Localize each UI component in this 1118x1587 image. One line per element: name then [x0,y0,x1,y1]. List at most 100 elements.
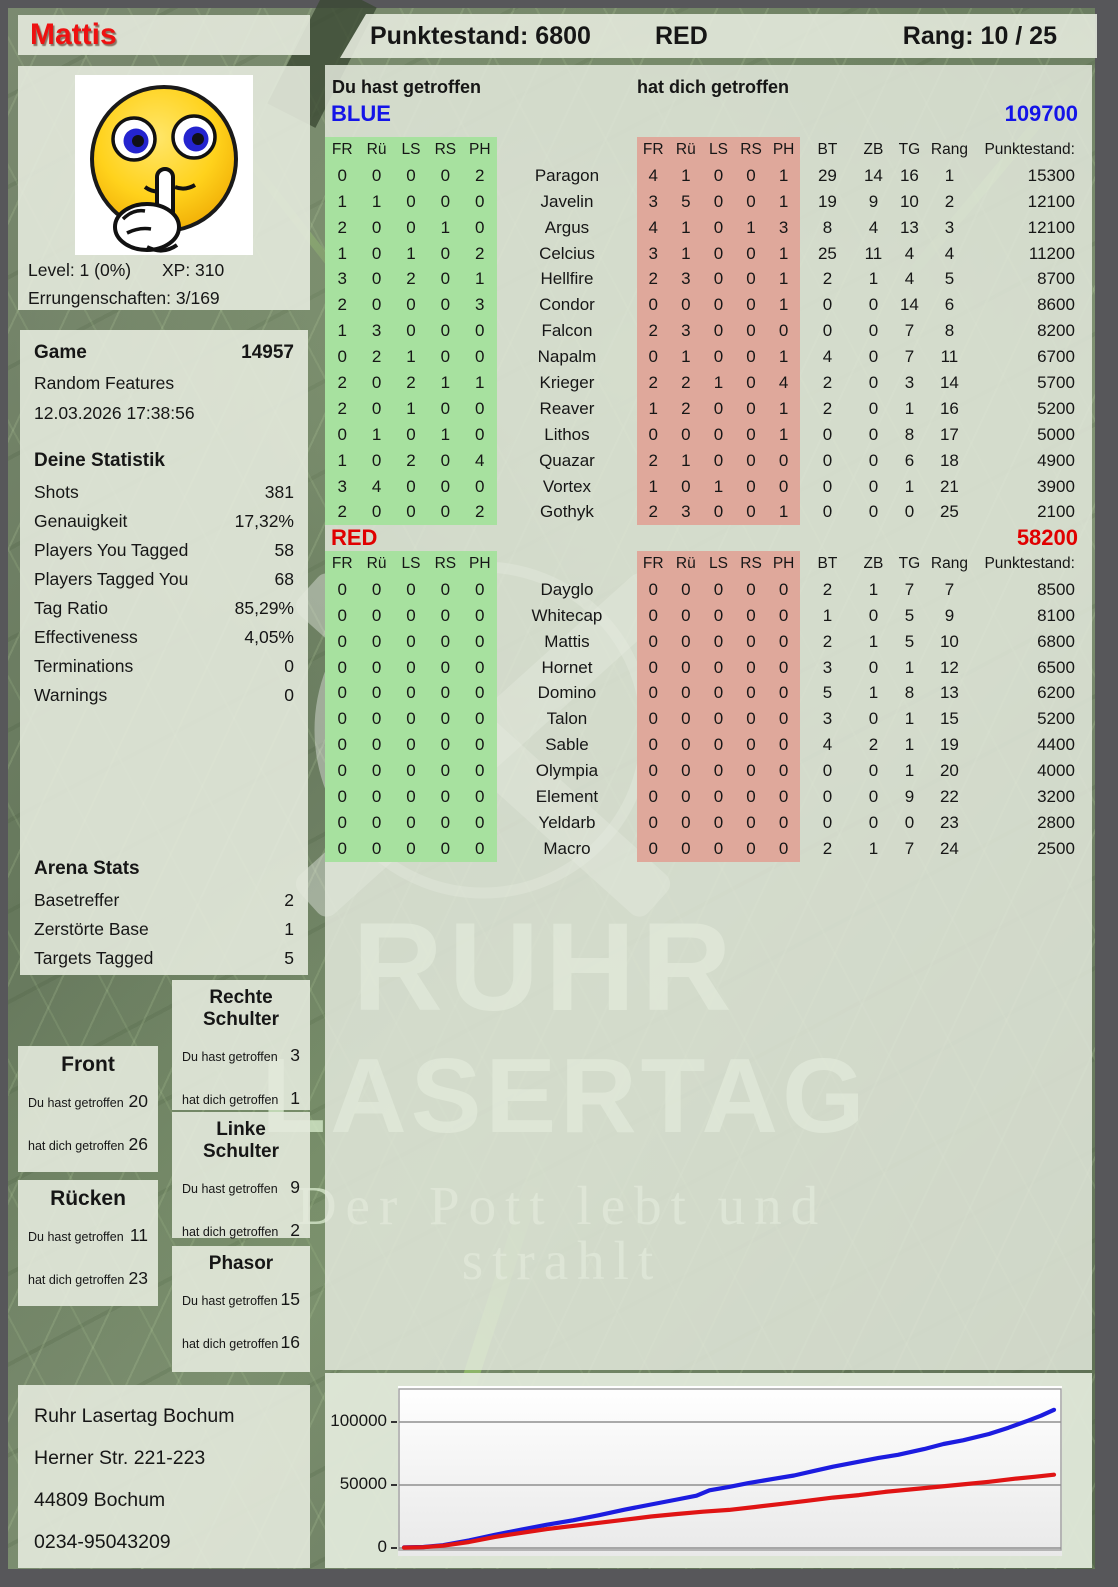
stat-cell: 0 [868,424,879,444]
stat-cell: 20 [939,761,959,781]
hit-cell: 1 [393,344,429,371]
hit-value: 9 [290,1177,300,1197]
hit-cell: 0 [359,395,394,422]
player-name-cell: Whitecap [531,605,603,625]
stat-cell: 1 [904,761,915,781]
xp-label: XP: 310 [161,260,225,280]
stat-cell: 11 [940,347,959,367]
hit-cell: 2 [393,370,429,396]
got-cell: 0 [734,395,768,422]
stat-cell: 13 [939,683,959,703]
hit-cell: 0 [359,784,394,810]
hit-cell: 0 [462,835,497,862]
score-cell: 5200 [1037,398,1075,418]
stat-value: 2 [284,890,294,910]
stat-cell: 1 [868,269,879,289]
player-name: Mattis [30,18,117,51]
hit-cell: 0 [428,240,463,267]
hit-value: 3 [290,1045,300,1065]
hit-cell: 0 [359,576,394,603]
got-cell: 0 [767,732,800,759]
got-cell: 0 [669,421,703,448]
stat-cell: 7 [904,347,915,367]
player-name-cell: Javelin [540,191,594,211]
got-cell: 2 [636,318,670,345]
got-cell: 0 [767,680,800,707]
player-row: 0 0 0 0 0 Domino 0 0 0 0 0 5 1 8 13 6200 [325,680,1078,707]
hit-row: Du hast getroffen 11 [28,1225,148,1246]
hit-cell: 1 [428,421,463,448]
got-cell: 0 [702,162,735,189]
blue-team-total: 109700 [1004,101,1078,126]
got-cell: 0 [702,266,735,293]
player-row: 2 0 0 0 3 Condor 0 0 0 0 1 0 0 14 6 8600 [325,292,1078,319]
avatar [75,75,253,255]
hit-you-caption: hat dich getroffen [637,77,789,97]
got-label: hat dich getroffen [182,1093,279,1107]
hit-row: Du hast getroffen 15 [182,1289,300,1310]
hit-cell: 2 [325,395,360,422]
got-cell: 0 [734,680,768,707]
hit-cell: 0 [359,499,394,526]
achievements-label: Errungenschaften: 3/169 [28,288,220,308]
stat-cell: 0 [868,476,879,496]
got-cell: 0 [767,318,800,345]
panel-title: Rechte Schulter [202,987,280,1030]
got-row: hat dich getroffen 23 [28,1268,148,1289]
stat-cell: 0 [822,321,833,341]
hit-cell: 2 [359,344,394,371]
got-label: hat dich getroffen [182,1337,279,1351]
hit-cell: 0 [359,162,394,189]
stat-label: Players Tagged You [34,569,189,589]
stat-cell: 1 [868,838,879,858]
player-row: 0 0 0 0 0 Whitecap 0 0 0 0 0 1 0 5 9 8100 [325,602,1078,629]
player-name-cell: Olympia [535,761,599,781]
player-row: 0 0 0 0 0 Macro 0 0 0 0 0 2 1 7 24 2500 [325,835,1078,862]
hit-cell: 0 [462,784,497,810]
player-name-cell: Reaver [539,398,595,418]
hit-cell: 0 [462,318,497,345]
stat-cell: 1 [904,476,915,496]
hit-cell: 0 [428,654,463,681]
stat-cell: 29 [817,165,837,185]
hit-cell: 0 [359,240,394,267]
hit-cell: 1 [393,395,429,422]
game-stats-panel: Game 14957 Random Features 12.03.2026 17… [20,330,308,975]
hit-cell: 1 [462,370,497,396]
got-cell: 0 [702,835,735,862]
hit-cell: 0 [462,421,497,448]
hit-cell: 1 [325,240,360,267]
hit-value: 15 [280,1289,300,1309]
stat-row: Terminations 0 [34,652,294,681]
game-number: 14957 [241,342,294,363]
stat-label: Basetreffer [34,890,120,910]
stat-cell: 24 [939,838,959,858]
got-cell: 0 [767,602,800,629]
got-cell: 0 [767,706,800,733]
player-row: 2 0 2 1 1 Krieger 2 2 1 0 4 2 0 3 14 5700 [325,370,1078,396]
stat-cell: 0 [822,812,833,832]
got-cell: 0 [702,654,735,681]
stat-row: Players You Tagged 58 [34,536,294,565]
arena-stats-title: Arena Stats [34,858,140,879]
got-cell: 0 [702,395,735,422]
hit-label: Du hast getroffen [182,1182,278,1196]
y-tick-mark [391,1421,397,1423]
stat-cell: 3 [944,217,955,237]
stat-col-header: ZB [863,554,884,572]
stat-cell: 0 [868,786,879,806]
score-cell: 8500 [1037,579,1075,599]
hit-cell: 0 [325,344,360,371]
hit-cell: 1 [325,318,360,345]
stat-cell: 0 [822,450,833,470]
stat-cell: 2 [822,631,833,651]
got-cell: 0 [669,602,703,629]
hit-cell: 1 [325,447,360,474]
stat-label: Effectiveness [34,627,138,647]
stat-cell: 12 [939,657,959,677]
your-stats-title: Deine Statistik [34,450,165,471]
got-col-header: FR [636,137,670,163]
got-cell: 0 [734,370,768,396]
hit-cell: 0 [325,835,360,862]
hit-cell: 0 [428,473,463,500]
